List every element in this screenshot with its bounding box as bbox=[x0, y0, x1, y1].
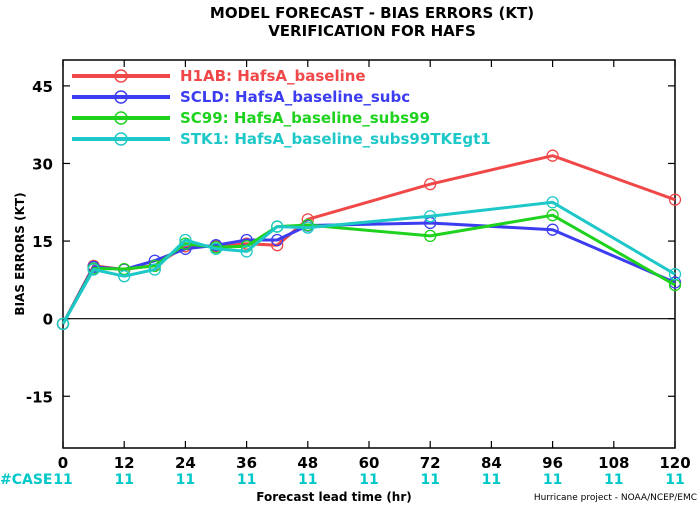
legend-label: SC99: HafsA_baseline_subs99 bbox=[180, 109, 430, 127]
data-point bbox=[424, 178, 437, 191]
legend-item[interactable]: STK1: HafsA_baseline_subs99TKEgt1 bbox=[72, 130, 491, 148]
case-count: 11 bbox=[237, 472, 256, 488]
y-tick-label: 0 bbox=[43, 311, 53, 329]
y-tick-label: 15 bbox=[32, 233, 53, 251]
data-point bbox=[56, 317, 70, 330]
credit-text: Hurricane project - NOAA/NCEP/EMC bbox=[534, 493, 697, 503]
data-point bbox=[668, 268, 682, 281]
x-tick-label: 96 bbox=[542, 454, 563, 472]
data-point bbox=[546, 196, 559, 209]
x-tick-label: 60 bbox=[359, 454, 380, 472]
legend-item[interactable]: SCLD: HafsA_baseline_subc bbox=[72, 88, 410, 106]
x-axis-label: Forecast lead time (hr) bbox=[256, 490, 412, 504]
legend-item[interactable]: SC99: HafsA_baseline_subs99 bbox=[72, 109, 430, 127]
y-axis-label: BIAS ERRORS (KT) bbox=[13, 192, 27, 315]
data-point bbox=[271, 233, 284, 247]
legend-label: STK1: HafsA_baseline_subs99TKEgt1 bbox=[180, 130, 491, 148]
case-count: 11 bbox=[114, 472, 133, 488]
data-point bbox=[148, 263, 161, 276]
x-tick-label: 108 bbox=[598, 454, 629, 472]
x-tick-label: 84 bbox=[481, 454, 502, 472]
chart-title-line1: MODEL FORECAST - BIAS ERRORS (KT) bbox=[210, 4, 534, 22]
x-tick-label: 24 bbox=[175, 454, 196, 472]
x-axis-ticks: 0 12 24 36 48 60 72 84 96 108 120 bbox=[58, 60, 691, 472]
case-count-row: #CASE 11 11 11 11 11 11 11 11 11 11 11 bbox=[0, 472, 685, 488]
legend-item[interactable]: H1AB: HafsA_baseline bbox=[72, 67, 366, 85]
y-axis-ticks: -15 0 15 30 45 bbox=[26, 78, 675, 406]
legend-swatch-marker bbox=[114, 111, 128, 125]
x-tick-label: 48 bbox=[297, 454, 318, 472]
case-count: 11 bbox=[482, 472, 501, 488]
case-count: 11 bbox=[53, 472, 72, 488]
case-count: 11 bbox=[359, 472, 378, 488]
legend-label: SCLD: HafsA_baseline_subc bbox=[180, 88, 410, 106]
case-count: 11 bbox=[665, 472, 684, 488]
legend-swatch-marker bbox=[114, 132, 128, 146]
case-count: 11 bbox=[604, 472, 623, 488]
chart-legend[interactable]: H1AB: HafsA_baseline SCLD: HafsA_baseline… bbox=[72, 67, 491, 148]
data-point bbox=[546, 149, 559, 162]
data-point bbox=[87, 263, 100, 276]
series-3 bbox=[56, 196, 682, 330]
plot-area bbox=[62, 59, 676, 449]
data-point bbox=[668, 193, 682, 206]
series-layer bbox=[56, 149, 682, 330]
data-point bbox=[179, 233, 192, 247]
case-count: 11 bbox=[298, 472, 317, 488]
data-point bbox=[209, 242, 223, 255]
y-tick-label: 30 bbox=[32, 155, 53, 173]
data-point bbox=[118, 270, 131, 283]
data-point bbox=[546, 223, 559, 236]
data-point bbox=[424, 210, 437, 223]
data-point bbox=[424, 229, 437, 243]
data-point bbox=[301, 221, 314, 234]
x-tick-label: 12 bbox=[114, 454, 135, 472]
y-tick-label: -15 bbox=[26, 388, 53, 406]
legend-swatch-marker bbox=[114, 69, 128, 83]
x-tick-label: 36 bbox=[236, 454, 257, 472]
x-tick-label: 0 bbox=[58, 454, 68, 472]
x-tick-label: 72 bbox=[420, 454, 441, 472]
chart-title-line2: VERIFICATION FOR HAFS bbox=[268, 22, 476, 40]
case-count: 11 bbox=[543, 472, 562, 488]
data-point bbox=[546, 209, 559, 222]
case-count: 11 bbox=[420, 472, 439, 488]
legend-swatch-marker bbox=[114, 90, 128, 104]
data-point bbox=[240, 245, 253, 258]
y-tick-label: 45 bbox=[32, 78, 53, 96]
data-point bbox=[271, 220, 284, 233]
case-label: #CASE bbox=[0, 472, 53, 488]
legend-label: H1AB: HafsA_baseline bbox=[180, 67, 366, 85]
case-count: 11 bbox=[176, 472, 195, 488]
x-tick-label: 120 bbox=[659, 454, 690, 472]
data-point bbox=[118, 262, 131, 276]
